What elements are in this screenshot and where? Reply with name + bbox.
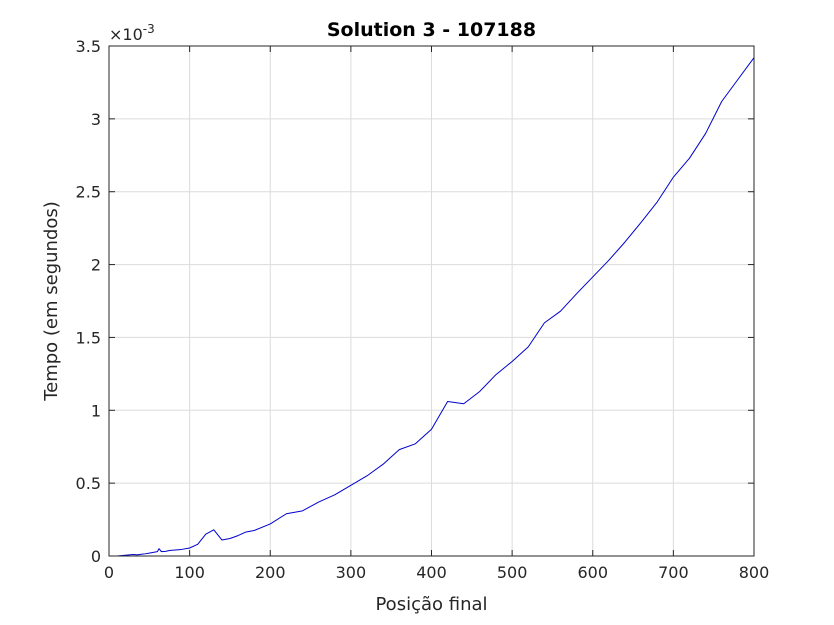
x-tick-label: 500 <box>497 563 528 582</box>
x-tick-label: 800 <box>739 563 770 582</box>
x-tick-label: 0 <box>104 563 114 582</box>
x-tick-label: 700 <box>658 563 689 582</box>
x-tick-label: 200 <box>255 563 286 582</box>
series-line <box>109 57 755 557</box>
x-tick-labels: 0 100 200 300 400 500 600 700 800 <box>104 563 769 582</box>
y-tick-label: 1.5 <box>76 328 101 347</box>
x-tick-label: 100 <box>174 563 205 582</box>
y-tick-label: 3 <box>91 110 101 129</box>
x-axis-label: Posição final <box>375 594 487 615</box>
x-tick-label: 400 <box>416 563 447 582</box>
chart-title: Solution 3 - 107188 <box>327 19 536 41</box>
y-tick-label: 0 <box>91 547 101 566</box>
y-multiplier: ×10 <box>109 25 143 44</box>
y-axis-label: Tempo (em segundos) <box>41 201 62 402</box>
y-tick-labels: 0 0.5 1 1.5 2 2.5 3 3.5 <box>76 37 101 566</box>
y-exponent-label: ×10-3 <box>109 22 155 44</box>
y-tick-label: 0.5 <box>76 474 101 493</box>
y-tick-label: 2.5 <box>76 183 101 202</box>
x-tick-label: 300 <box>336 563 367 582</box>
y-tick-label: 1 <box>91 401 101 420</box>
y-tick-label: 2 <box>91 256 101 275</box>
tick-marks <box>108 45 755 557</box>
y-tick-label: 3.5 <box>76 37 101 56</box>
y-exponent: -3 <box>143 22 155 36</box>
x-tick-label: 600 <box>577 563 608 582</box>
